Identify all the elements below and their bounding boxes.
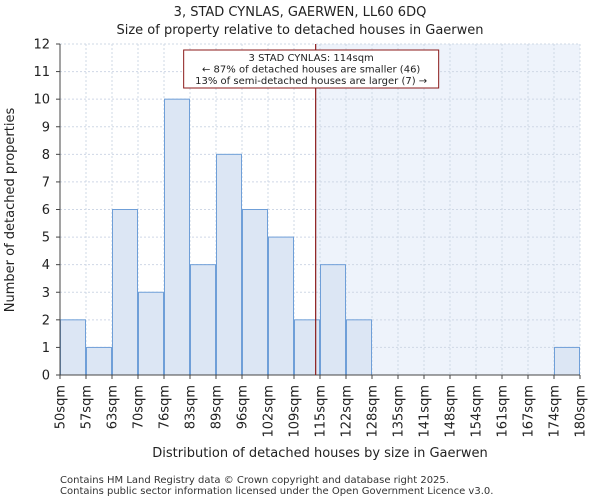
annotation-line-1: 3 STAD CYNLAS: 114sqm	[249, 53, 374, 64]
bar-102sqm	[268, 236, 294, 376]
bar-50sqm	[60, 319, 86, 376]
x-tick-label-63sqm: 63sqm	[106, 385, 121, 429]
x-tick-label-161sqm: 161sqm	[496, 385, 511, 438]
bar-63sqm	[112, 209, 138, 376]
bar-70sqm	[138, 291, 164, 376]
bar-83sqm	[190, 264, 216, 376]
y-tick-label-9: 9	[42, 120, 50, 135]
bar-76sqm	[164, 98, 190, 376]
x-tick-label-148sqm: 148sqm	[444, 385, 459, 438]
x-tick-label-115sqm: 115sqm	[314, 385, 329, 438]
x-tick-label-135sqm: 135sqm	[392, 385, 407, 438]
bar-57sqm	[86, 346, 112, 376]
footer-line-2: Contains public sector information licen…	[60, 486, 493, 497]
y-tick-label-7: 7	[42, 175, 50, 190]
x-axis-label: Distribution of detached houses by size …	[152, 446, 487, 461]
x-tick-label-154sqm: 154sqm	[470, 385, 485, 438]
bar-96sqm	[242, 209, 268, 376]
footer-line-1: Contains HM Land Registry data © Crown c…	[60, 475, 449, 486]
x-tick-label-174sqm: 174sqm	[548, 385, 563, 438]
x-tick-label-141sqm: 141sqm	[418, 385, 433, 438]
annotation-line-3: 13% of semi-detached houses are larger (…	[195, 76, 427, 87]
y-tick-label-8: 8	[42, 148, 50, 163]
chart-subtitle: Size of property relative to detached ho…	[116, 23, 483, 38]
y-tick-label-5: 5	[42, 231, 50, 246]
chart-title: 3, STAD CYNLAS, GAERWEN, LL60 6DQ	[174, 5, 427, 20]
y-tick-label-3: 3	[42, 286, 50, 301]
y-axis-label: Number of detached properties	[3, 108, 18, 313]
x-tick-label-89sqm: 89sqm	[210, 385, 225, 429]
y-tick-label-1: 1	[42, 341, 50, 356]
bar-89sqm	[216, 153, 242, 376]
x-tick-label-83sqm: 83sqm	[184, 385, 199, 429]
x-tick-label-50sqm: 50sqm	[54, 385, 69, 429]
y-tick-label-11: 11	[33, 65, 50, 80]
x-tick-label-109sqm: 109sqm	[288, 385, 303, 438]
annotation-line-2: ← 87% of detached houses are smaller (46…	[202, 65, 420, 76]
x-tick-label-102sqm: 102sqm	[262, 385, 277, 438]
x-tick-label-128sqm: 128sqm	[366, 385, 381, 438]
bar-115sqm	[320, 264, 346, 376]
bar-122sqm	[346, 319, 372, 376]
y-tick-label-0: 0	[42, 369, 50, 384]
y-tick-label-2: 2	[42, 313, 50, 328]
x-tick-label-180sqm: 180sqm	[574, 385, 589, 438]
annotation-box	[183, 49, 440, 89]
x-tick-label-122sqm: 122sqm	[340, 385, 355, 438]
x-tick-label-70sqm: 70sqm	[132, 385, 147, 429]
y-tick-label-10: 10	[33, 93, 50, 108]
y-tick-label-4: 4	[42, 258, 50, 273]
x-tick-label-167sqm: 167sqm	[522, 385, 537, 438]
x-tick-label-57sqm: 57sqm	[80, 385, 95, 429]
x-tick-label-76sqm: 76sqm	[158, 385, 173, 429]
y-tick-label-12: 12	[33, 38, 50, 53]
y-tick-label-6: 6	[42, 203, 50, 218]
x-tick-label-96sqm: 96sqm	[236, 385, 251, 429]
bar-174sqm	[554, 346, 580, 376]
